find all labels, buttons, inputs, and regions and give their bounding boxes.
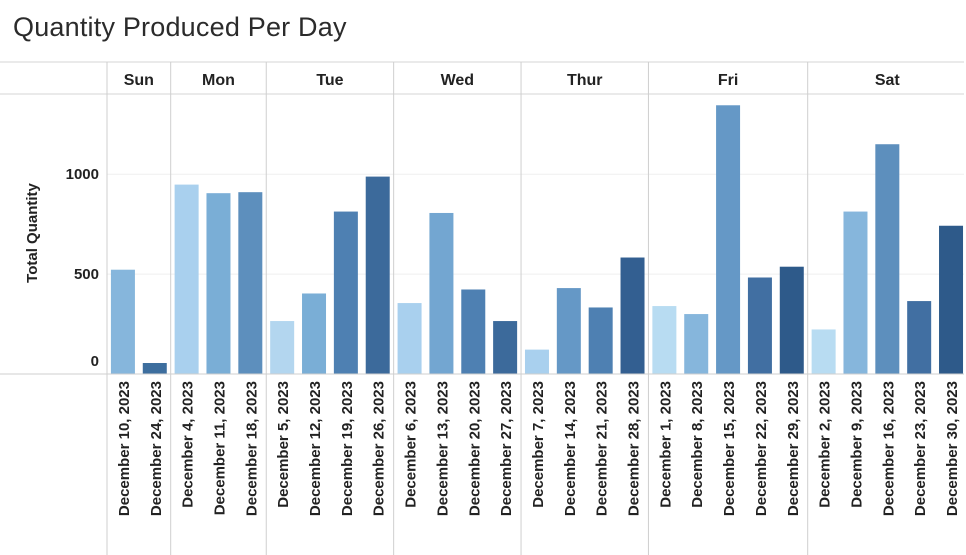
bar <box>684 314 709 374</box>
day-header-sat: Sat <box>875 72 901 89</box>
date-label: December 13, 2023 <box>434 381 451 516</box>
date-label: December 24, 2023 <box>148 381 165 516</box>
bar <box>174 184 199 374</box>
date-label: December 23, 2023 <box>912 381 929 516</box>
date-label: December 11, 2023 <box>211 381 228 515</box>
date-label: December 4, 2023 <box>180 381 197 508</box>
bar <box>493 321 518 374</box>
y-tick-label: 1000 <box>66 166 99 183</box>
date-label: December 18, 2023 <box>243 381 260 516</box>
date-label: December 2, 2023 <box>817 381 834 508</box>
bar <box>142 363 167 374</box>
bar <box>110 269 135 374</box>
bar <box>206 193 231 374</box>
bar <box>556 288 581 374</box>
bar <box>365 176 390 374</box>
date-label: December 27, 2023 <box>498 381 515 516</box>
bar <box>875 144 900 374</box>
date-label: December 10, 2023 <box>116 381 133 516</box>
day-header-tue: Tue <box>316 72 343 89</box>
bar <box>588 307 613 374</box>
date-label: December 6, 2023 <box>403 381 420 508</box>
date-label: December 15, 2023 <box>721 381 738 516</box>
date-label: December 8, 2023 <box>689 381 706 508</box>
date-label: December 9, 2023 <box>848 381 865 508</box>
bar <box>397 303 422 374</box>
bar <box>333 211 358 374</box>
y-tick-label: 0 <box>91 353 99 370</box>
bar <box>652 306 677 374</box>
bar <box>524 349 549 374</box>
date-label: December 26, 2023 <box>371 381 388 516</box>
bar <box>843 211 868 374</box>
day-header-mon: Mon <box>202 72 235 89</box>
day-header-wed: Wed <box>441 72 474 89</box>
day-header-sun: Sun <box>124 72 154 89</box>
date-label: December 30, 2023 <box>944 381 961 516</box>
bar <box>620 257 645 374</box>
day-header-thur: Thur <box>567 72 603 89</box>
date-label: December 14, 2023 <box>562 381 579 516</box>
chart-title: Quantity Produced Per Day <box>13 12 347 42</box>
bar <box>429 212 454 374</box>
bar <box>939 225 964 374</box>
bar <box>779 266 804 374</box>
day-header-fri: Fri <box>718 72 738 89</box>
date-label: December 21, 2023 <box>594 381 611 516</box>
date-label: December 7, 2023 <box>530 381 547 508</box>
date-label: December 16, 2023 <box>880 381 897 516</box>
bar <box>302 293 327 374</box>
date-label: December 1, 2023 <box>657 381 674 508</box>
bar <box>461 289 486 374</box>
y-tick-label: 500 <box>74 266 99 283</box>
date-label: December 22, 2023 <box>753 381 770 516</box>
bar <box>907 301 932 374</box>
date-label: December 19, 2023 <box>339 381 356 516</box>
bar <box>716 105 741 375</box>
date-label: December 28, 2023 <box>626 381 643 516</box>
date-label: December 29, 2023 <box>785 381 802 516</box>
bar <box>747 277 772 374</box>
date-label: December 20, 2023 <box>466 381 483 516</box>
y-axis-title: Total Quantity <box>24 182 41 282</box>
bar <box>811 329 836 374</box>
bar <box>238 192 263 374</box>
bar <box>270 321 295 374</box>
date-label: December 5, 2023 <box>275 381 292 508</box>
date-label: December 12, 2023 <box>307 381 324 516</box>
